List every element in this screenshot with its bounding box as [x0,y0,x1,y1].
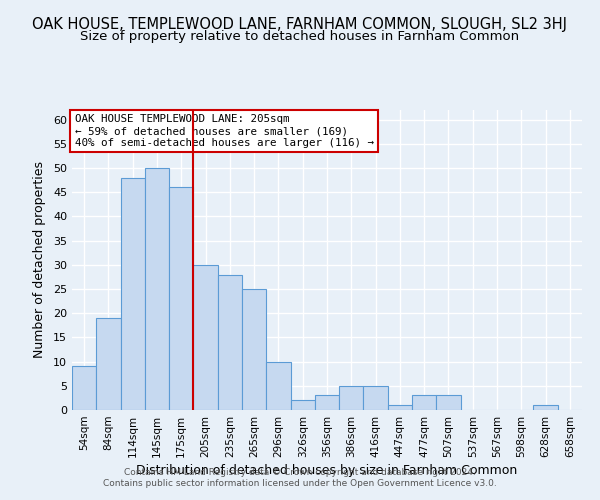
Bar [364,386,388,410]
Bar [242,289,266,410]
Text: Contains HM Land Registry data © Crown copyright and database right 2024.
Contai: Contains HM Land Registry data © Crown c… [103,468,497,487]
Text: OAK HOUSE, TEMPLEWOOD LANE, FARNHAM COMMON, SLOUGH, SL2 3HJ: OAK HOUSE, TEMPLEWOOD LANE, FARNHAM COMM… [32,18,568,32]
Bar [290,400,315,410]
Bar [218,274,242,410]
Bar [533,405,558,410]
Bar [388,405,412,410]
Text: OAK HOUSE TEMPLEWOOD LANE: 205sqm
← 59% of detached houses are smaller (169)
40%: OAK HOUSE TEMPLEWOOD LANE: 205sqm ← 59% … [74,114,374,148]
Bar [72,366,96,410]
X-axis label: Distribution of detached houses by size in Farnham Common: Distribution of detached houses by size … [136,464,518,477]
Bar [145,168,169,410]
Text: Size of property relative to detached houses in Farnham Common: Size of property relative to detached ho… [80,30,520,43]
Bar [412,396,436,410]
Bar [436,396,461,410]
Y-axis label: Number of detached properties: Number of detached properties [33,162,46,358]
Bar [193,265,218,410]
Bar [266,362,290,410]
Bar [169,188,193,410]
Bar [315,396,339,410]
Bar [121,178,145,410]
Bar [339,386,364,410]
Bar [96,318,121,410]
